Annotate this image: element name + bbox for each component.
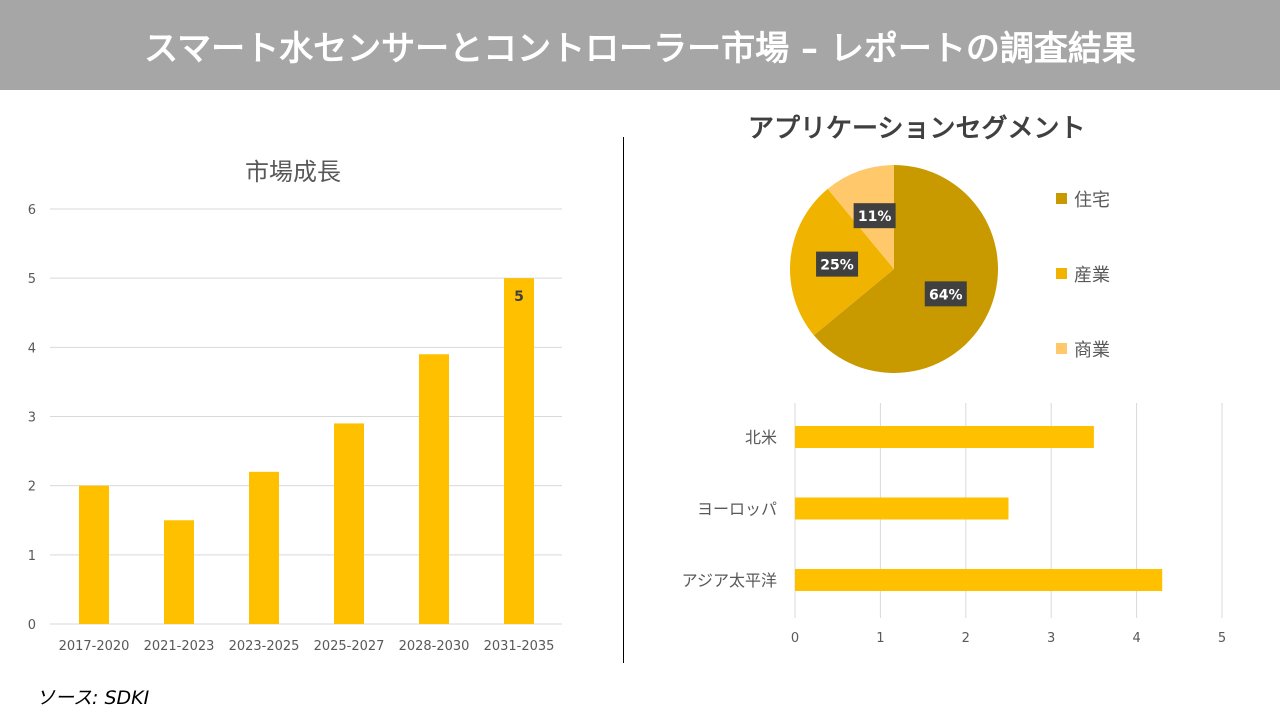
y-category-label: ヨーロッパ bbox=[697, 500, 777, 519]
x-tick-label: 1 bbox=[876, 631, 884, 646]
y-tick-label: 0 bbox=[28, 618, 36, 633]
pie-data-label: 11% bbox=[858, 209, 892, 225]
bar bbox=[795, 569, 1163, 591]
x-tick-label: 2 bbox=[962, 631, 970, 646]
legend-label: 産業 bbox=[1074, 265, 1110, 286]
x-tick-label: 0 bbox=[791, 631, 799, 646]
y-tick-label: 5 bbox=[28, 272, 36, 287]
legend-swatch bbox=[1056, 193, 1067, 204]
x-tick-label: 4 bbox=[1132, 631, 1140, 646]
x-tick-label: 2017-2020 bbox=[59, 639, 130, 654]
y-tick-label: 6 bbox=[28, 203, 36, 218]
y-category-label: 北米 bbox=[745, 428, 777, 447]
pie-chart-title: アプリケーションセグメント bbox=[748, 114, 1086, 144]
x-tick-label: 2025-2027 bbox=[314, 639, 385, 654]
source-note: ソース: SDKI bbox=[36, 687, 150, 709]
divider bbox=[623, 137, 624, 663]
pie-data-label: 25% bbox=[820, 258, 854, 274]
legend-swatch bbox=[1056, 343, 1067, 354]
bar bbox=[164, 520, 194, 624]
x-tick-label: 2023-2025 bbox=[229, 639, 300, 654]
x-tick-label: 5 bbox=[1218, 631, 1226, 646]
data-label: 5 bbox=[514, 289, 524, 305]
y-tick-label: 3 bbox=[28, 411, 36, 426]
bar bbox=[795, 426, 1094, 448]
bar bbox=[795, 497, 1009, 520]
y-tick-label: 4 bbox=[28, 341, 36, 356]
legend-label: 商業 bbox=[1074, 340, 1110, 361]
y-tick-label: 2 bbox=[28, 480, 36, 495]
pie-label-box bbox=[853, 203, 896, 229]
growth-chart-title: 市場成長 bbox=[245, 158, 341, 186]
x-tick-label: 2021-2023 bbox=[144, 639, 215, 654]
pie-label-box bbox=[924, 281, 967, 307]
bar bbox=[419, 354, 449, 624]
pie-label-box bbox=[816, 251, 859, 277]
x-tick-label: 2031-2035 bbox=[484, 639, 555, 654]
bar bbox=[334, 423, 364, 624]
bar bbox=[79, 485, 109, 624]
bar bbox=[249, 471, 279, 624]
pie-slice bbox=[813, 165, 999, 373]
y-category-label: アジア太平洋 bbox=[682, 571, 777, 590]
legend-swatch bbox=[1056, 268, 1067, 279]
pie-data-label: 64% bbox=[929, 287, 963, 303]
bar bbox=[504, 278, 534, 624]
y-tick-label: 1 bbox=[28, 549, 36, 564]
x-tick-label: 2028-2030 bbox=[399, 639, 470, 654]
legend-label: 住宅 bbox=[1074, 190, 1110, 211]
x-tick-label: 3 bbox=[1047, 631, 1055, 646]
page-title: スマート水センサーとコントローラー市場 – レポートの調査結果 bbox=[0, 0, 1280, 90]
